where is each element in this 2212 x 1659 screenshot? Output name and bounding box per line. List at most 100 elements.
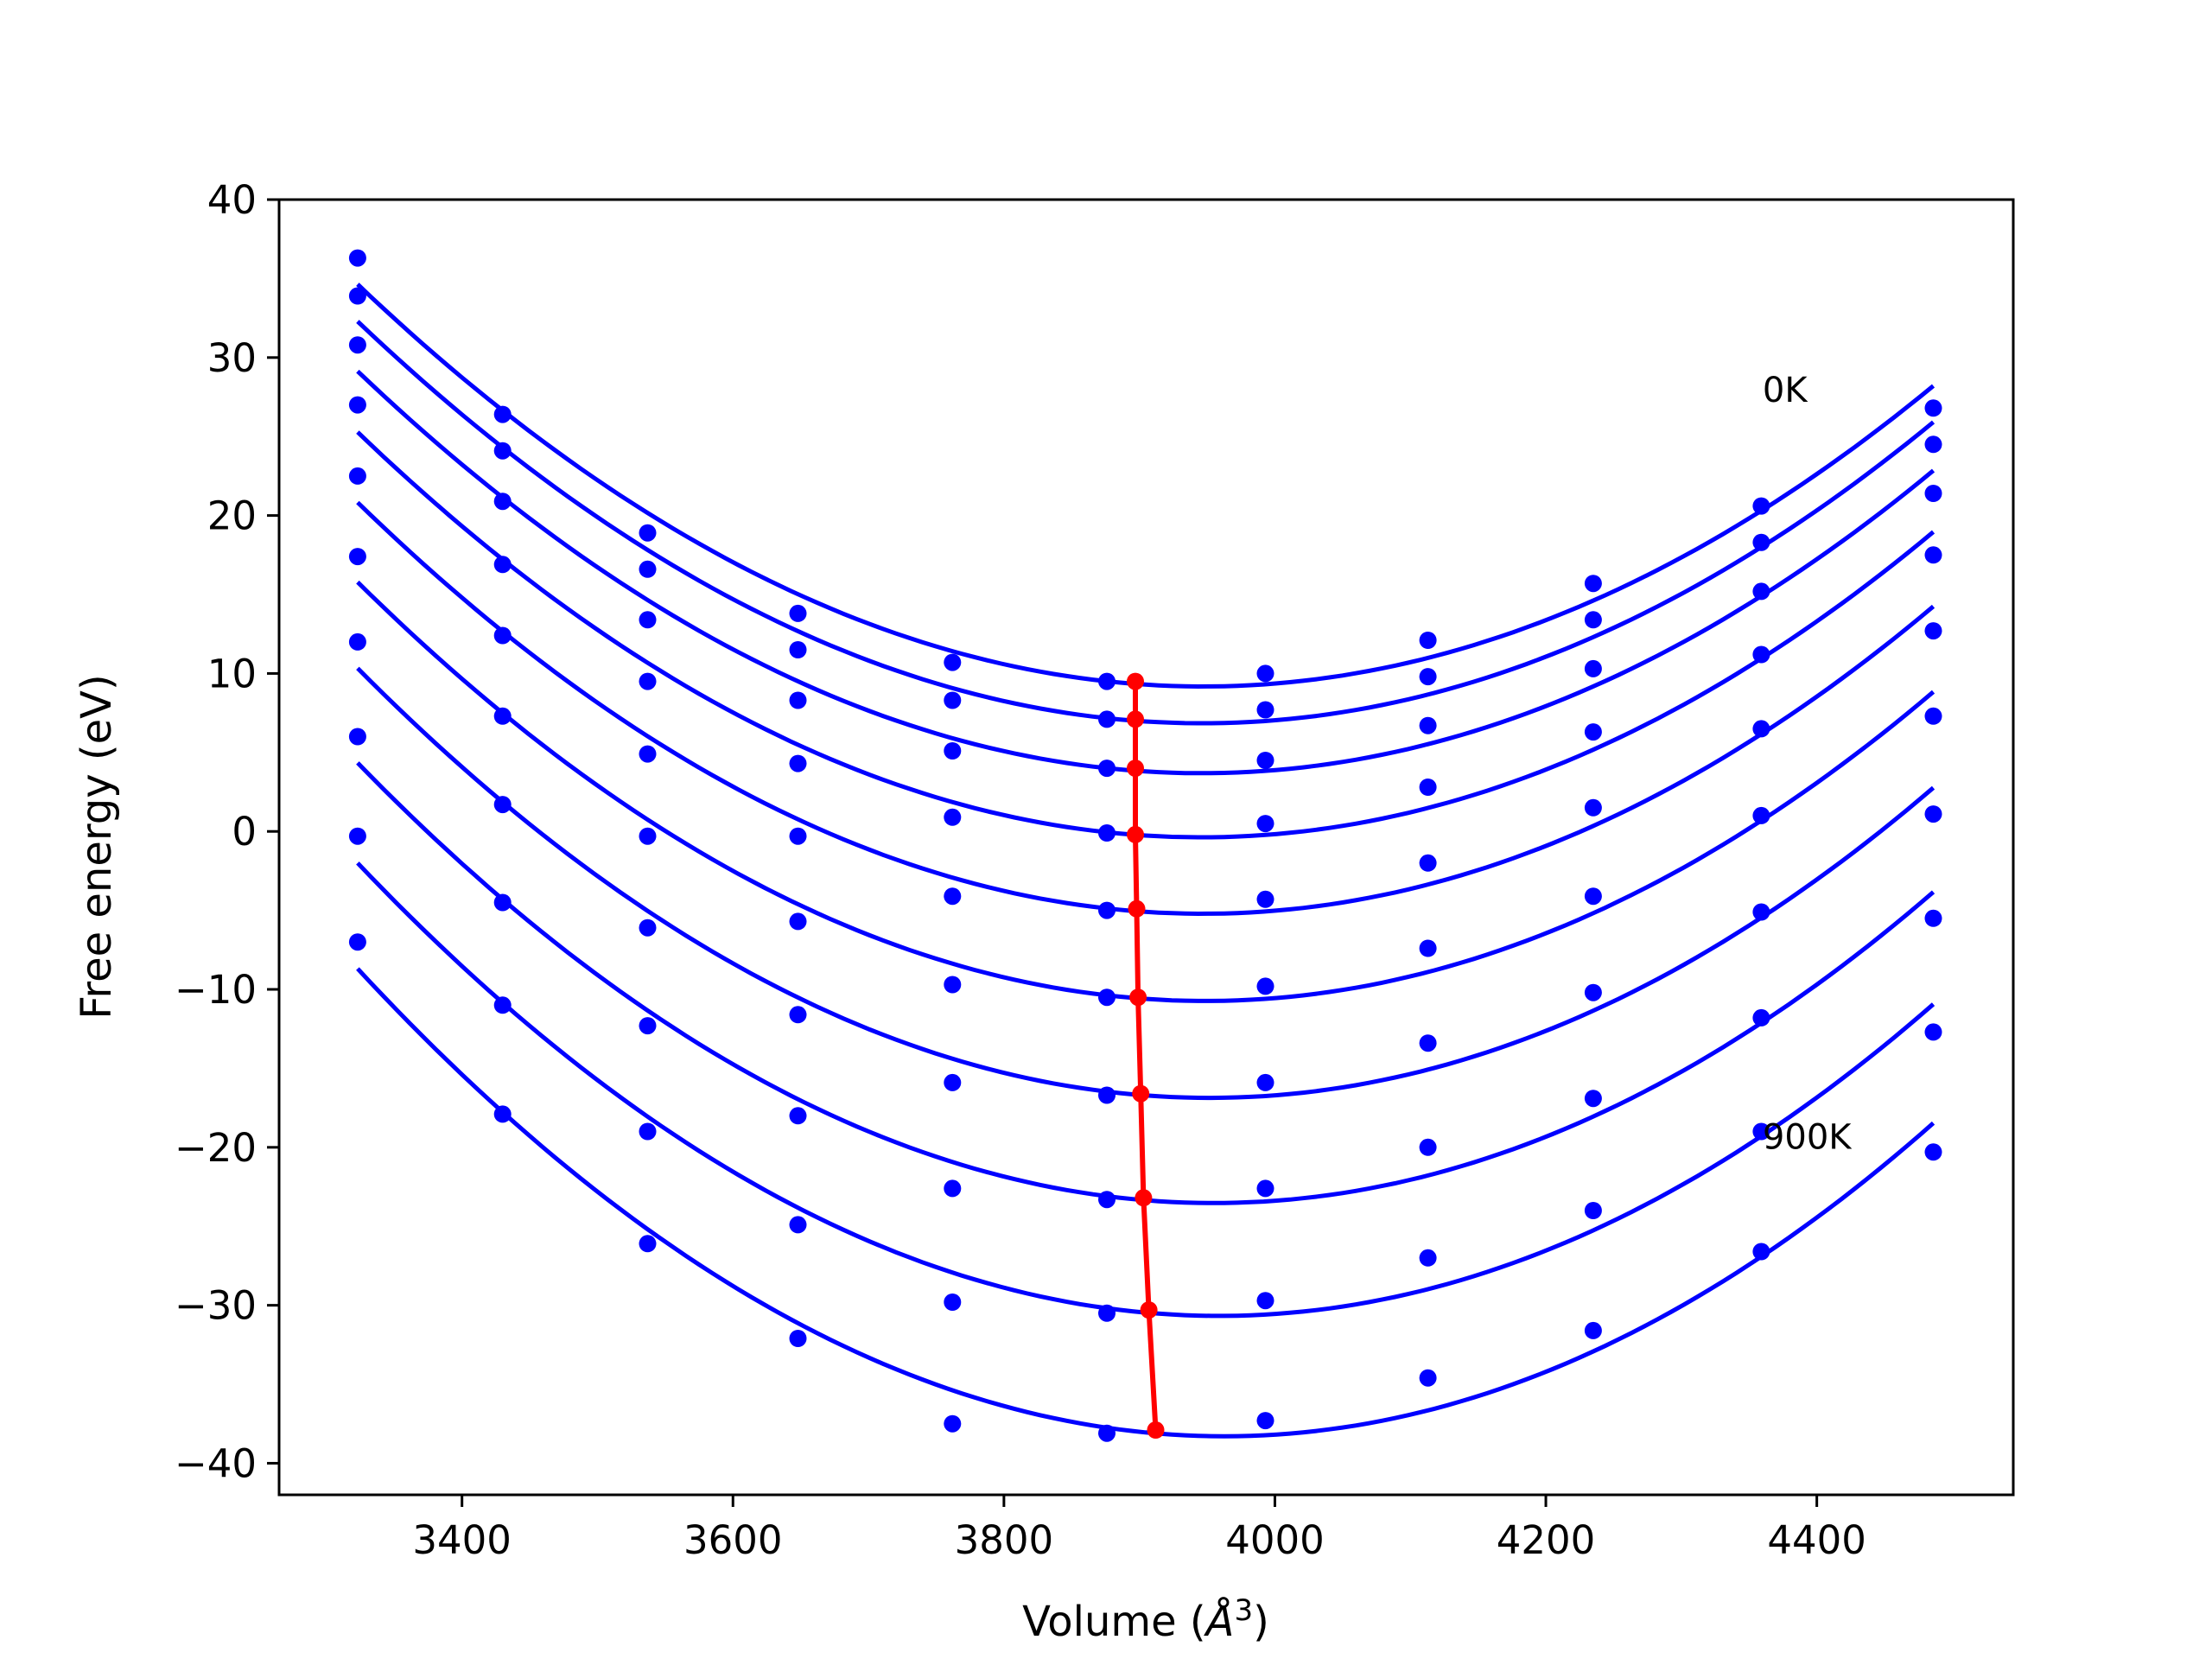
- y-tick-label: 20: [207, 493, 257, 539]
- data-point-8-0: [348, 827, 366, 845]
- x-tick-label: 4000: [1225, 1517, 1325, 1563]
- data-point-7-7: [1419, 1138, 1437, 1156]
- data-point-3-4: [944, 808, 962, 826]
- data-point-6-7: [1419, 1034, 1437, 1052]
- minimum-point-1: [1127, 710, 1144, 728]
- data-point-6-1: [493, 796, 512, 814]
- annotation-1: 900K: [1763, 1118, 1853, 1158]
- data-point-5-8: [1584, 887, 1602, 906]
- data-point-7-6: [1256, 1179, 1274, 1198]
- minimum-point-2: [1127, 760, 1144, 778]
- x-axis-ticks: 3400 3600 3800 4000 4200 4400: [412, 1495, 1866, 1563]
- data-point-8-1: [493, 996, 512, 1014]
- minimum-point-6: [1132, 1084, 1150, 1103]
- fit-curve-2: [356, 369, 1936, 776]
- data-point-5-5: [1098, 988, 1116, 1007]
- y-axis-label: Free energy (eV): [73, 674, 121, 1019]
- data-point-0-3: [789, 604, 807, 622]
- y-tick-label: −40: [175, 1440, 257, 1486]
- data-point-1-0: [348, 287, 366, 305]
- data-point-4-2: [639, 745, 657, 763]
- x-axis-label: Volume (Å3): [1022, 1593, 1269, 1646]
- data-point-6-2: [639, 918, 657, 937]
- data-point-0-1: [493, 405, 512, 423]
- data-point-2-8: [1584, 659, 1602, 677]
- data-point-5-4: [944, 976, 962, 994]
- data-point-8-3: [789, 1216, 807, 1234]
- data-point-9-2: [639, 1235, 657, 1253]
- data-point-9-10: [1924, 1143, 1942, 1161]
- data-point-3-3: [789, 754, 807, 772]
- data-point-0-9: [1752, 497, 1770, 515]
- data-point-2-1: [493, 493, 512, 511]
- x-tick-label: 3800: [955, 1517, 1054, 1563]
- data-point-6-6: [1256, 1073, 1274, 1091]
- minimum-point-9: [1147, 1421, 1165, 1439]
- data-point-1-1: [493, 442, 512, 460]
- data-point-6-3: [789, 1006, 807, 1024]
- data-point-0-2: [639, 524, 657, 542]
- axes-frame: [277, 198, 2015, 1497]
- data-point-0-4: [944, 653, 962, 671]
- data-point-3-6: [1256, 815, 1274, 833]
- y-tick-label: 40: [207, 177, 257, 223]
- data-point-2-7: [1419, 716, 1437, 734]
- y-tick-label: −20: [175, 1125, 257, 1171]
- minimum-point-4: [1128, 899, 1146, 918]
- data-point-3-5: [1098, 824, 1116, 842]
- data-point-3-2: [639, 672, 657, 690]
- data-point-9-5: [1098, 1424, 1116, 1442]
- data-point-7-5: [1098, 1191, 1116, 1209]
- data-point-2-9: [1752, 582, 1770, 601]
- data-point-9-1: [493, 1105, 512, 1123]
- data-point-9-9: [1752, 1243, 1770, 1261]
- data-point-3-9: [1752, 645, 1770, 664]
- data-point-3-1: [493, 556, 512, 574]
- data-point-6-8: [1584, 983, 1602, 1001]
- data-point-0-0: [348, 249, 366, 267]
- minimum-point-3: [1127, 825, 1144, 843]
- data-point-5-3: [789, 912, 807, 931]
- annotation-0: 0K: [1763, 371, 1808, 410]
- data-point-5-10: [1924, 707, 1942, 725]
- data-point-7-9: [1752, 1008, 1770, 1027]
- data-point-5-2: [639, 827, 657, 845]
- data-point-9-8: [1584, 1321, 1602, 1339]
- data-point-8-6: [1256, 1292, 1274, 1310]
- data-point-0-5: [1098, 672, 1116, 690]
- data-point-1-4: [944, 691, 962, 709]
- data-point-8-9: [1752, 1122, 1770, 1141]
- data-point-1-9: [1752, 533, 1770, 551]
- data-point-2-5: [1098, 760, 1116, 778]
- data-point-0-10: [1924, 399, 1942, 417]
- data-point-6-9: [1752, 903, 1770, 921]
- data-point-1-6: [1256, 701, 1274, 719]
- data-point-4-5: [1098, 901, 1116, 919]
- data-point-7-4: [944, 1179, 962, 1198]
- data-point-4-8: [1584, 798, 1602, 817]
- data-point-8-4: [944, 1294, 962, 1311]
- data-point-2-6: [1256, 752, 1274, 769]
- minimum-point-0: [1127, 672, 1144, 690]
- data-point-5-7: [1419, 939, 1437, 957]
- minimum-point-5: [1129, 988, 1147, 1007]
- x-tick-label: 3600: [683, 1517, 783, 1563]
- data-point-3-8: [1584, 723, 1602, 741]
- data-point-7-3: [789, 1107, 807, 1125]
- fit-curve-1: [356, 320, 1936, 726]
- data-point-1-2: [639, 560, 657, 578]
- data-point-9-6: [1256, 1412, 1274, 1430]
- data-point-0-7: [1419, 632, 1437, 649]
- data-point-4-9: [1752, 720, 1770, 738]
- data-point-6-0: [348, 632, 366, 651]
- data-point-1-10: [1924, 435, 1942, 454]
- annotations: 0K 900K: [1763, 371, 1853, 1158]
- minimum-line: [1133, 681, 1159, 1431]
- data-point-9-3: [789, 1330, 807, 1347]
- data-point-2-2: [639, 611, 657, 629]
- y-tick-label: −10: [175, 967, 257, 1013]
- data-point-4-4: [944, 887, 962, 906]
- data-point-3-10: [1924, 546, 1942, 564]
- data-point-2-10: [1924, 485, 1942, 502]
